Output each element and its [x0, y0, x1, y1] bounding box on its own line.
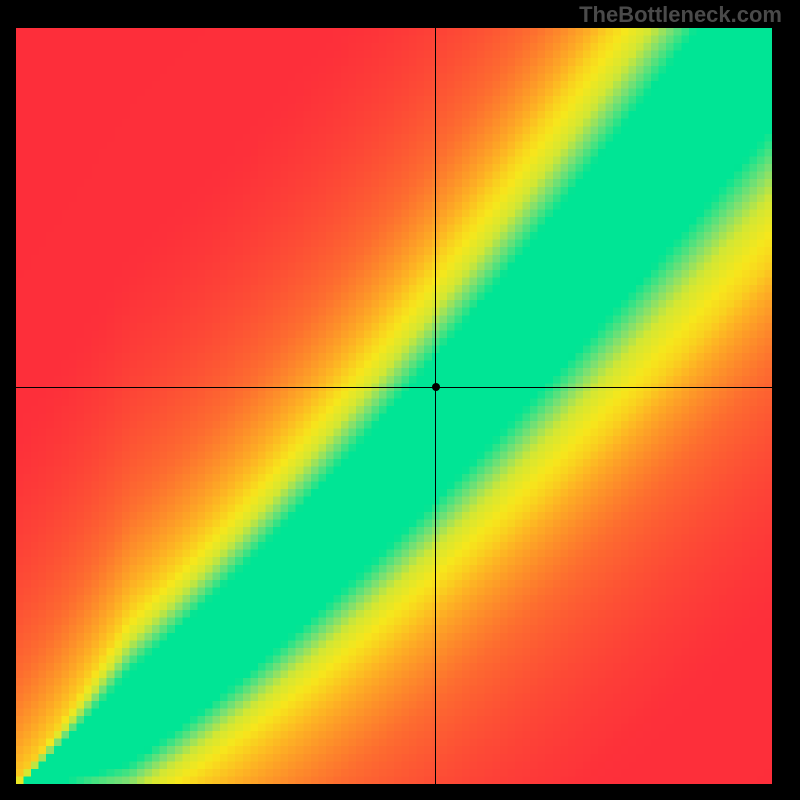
chart-container: TheBottleneck.com [0, 0, 800, 800]
crosshair-vertical [435, 28, 436, 784]
crosshair-horizontal [16, 387, 772, 388]
crosshair-marker [432, 383, 440, 391]
watermark-text: TheBottleneck.com [579, 2, 782, 28]
bottleneck-heatmap [16, 28, 772, 784]
